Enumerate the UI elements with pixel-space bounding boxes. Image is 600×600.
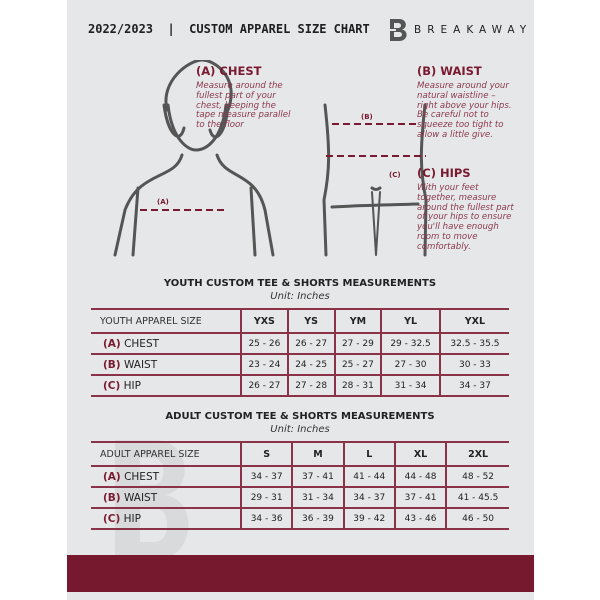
table-cell: 36 - 39 [291, 507, 344, 530]
youth-table-title: YOUTH CUSTOM TEE & SHORTS MEASUREMENTS [163, 278, 437, 289]
youth-size-table: YOUTH APPAREL SIZE YXS YS YM YL YXL (A) CHEST 2… [91, 308, 509, 397]
measurement-name: WAIST [123, 491, 158, 504]
measurement-letter: (B) [103, 358, 121, 371]
table-header-row: ADULT APPAREL SIZE S M L XL 2XL [91, 441, 509, 467]
table-cell: 27 - 29 [333, 332, 382, 355]
size-label: ADULT APPAREL SIZE [91, 441, 241, 467]
size-header: YXS [240, 308, 288, 334]
waist-description: Measure around your natural waistline – … [417, 81, 512, 140]
table-cell: 44 - 48 [393, 465, 447, 488]
brand-logo [384, 19, 407, 41]
adult-unit: Unit: Inches [270, 424, 330, 435]
table-row: (C) HIP 34 - 36 36 - 39 39 - 42 43 - 46 46 - … [91, 507, 509, 530]
table-cell: 31 - 34 [380, 374, 440, 397]
size-header: 2XL [445, 441, 509, 467]
table-cell: 46 - 50 [445, 507, 509, 530]
measurement-name: HIP [123, 512, 141, 525]
measurement-name: CHEST [124, 337, 160, 350]
table-cell: 48 - 52 [445, 465, 509, 488]
table-row: (C) HIP 26 - 27 27 - 28 28 - 31 31 - 34 34 - … [91, 374, 509, 397]
hips-description: With your feet together, measure around … [417, 183, 514, 252]
brand-name: BREAKAWAY [414, 24, 533, 36]
size-header: YL [380, 308, 440, 334]
table-cell: 41 - 44 [342, 465, 395, 488]
size-label: YOUTH APPAREL SIZE [91, 308, 241, 334]
table-cell: 31 - 34 [291, 486, 344, 509]
youth-unit: Unit: Inches [270, 291, 330, 302]
table-cell: 37 - 41 [291, 465, 344, 488]
size-header: S [239, 441, 293, 467]
table-cell: 43 - 46 [393, 507, 447, 530]
measurement-name: HIP [123, 379, 141, 392]
table-cell: 37 - 41 [393, 486, 447, 509]
adult-size-table: ADULT APPAREL SIZE S M L XL 2XL (A) CHEST 34 - … [91, 441, 509, 530]
measurement-letter: (C) [103, 512, 121, 525]
table-row: (B) WAIST 23 - 24 24 - 25 25 - 27 27 - 30 30 … [91, 353, 509, 376]
table-cell: 25 - 27 [333, 353, 382, 376]
table-cell: 27 - 30 [380, 353, 440, 376]
table-cell: 26 - 27 [286, 332, 335, 355]
table-cell: 24 - 25 [286, 353, 335, 376]
table-cell: 39 - 42 [342, 507, 395, 530]
size-header: YXL [438, 308, 509, 334]
waist-heading: (B) WAIST [417, 64, 482, 78]
measurement-label: (C) HIP [91, 374, 241, 397]
size-header: L [342, 441, 395, 467]
chest-marker: (A) [157, 198, 169, 206]
table-cell: 34 - 37 [239, 465, 293, 488]
size-header: M [291, 441, 344, 467]
measurement-label: (C) HIP [91, 507, 241, 530]
measurement-letter: (C) [103, 379, 121, 392]
table-cell: 30 - 33 [438, 353, 509, 376]
measurement-name: WAIST [123, 358, 158, 371]
hips-marker: (C) [389, 171, 401, 179]
measurement-label: (A) CHEST [91, 465, 241, 488]
table-cell: 26 - 27 [240, 374, 288, 397]
hips-heading: (C) HIPS [417, 166, 471, 180]
size-header: YS [286, 308, 335, 334]
size-header: YM [333, 308, 382, 334]
table-cell: 29 - 32.5 [380, 332, 440, 355]
footer-band [67, 555, 534, 592]
adult-table-title: ADULT CUSTOM TEE & SHORTS MEASUREMENTS [165, 411, 435, 422]
table-cell: 23 - 24 [240, 353, 288, 376]
measurement-letter: (B) [103, 491, 121, 504]
chest-description: Measure around the fullest part of your … [196, 81, 291, 131]
measurement-label: (B) WAIST [91, 486, 241, 509]
table-cell: 28 - 31 [333, 374, 382, 397]
table-cell: 25 - 26 [240, 332, 288, 355]
table-cell: 41 - 45.5 [445, 486, 509, 509]
waist-marker: (B) [361, 113, 373, 121]
table-cell: 34 - 37 [438, 374, 509, 397]
measurement-label: (B) WAIST [91, 353, 241, 376]
measurement-letter: (A) [103, 470, 121, 483]
table-row: (A) CHEST 34 - 37 37 - 41 41 - 44 44 - 48 48 … [91, 465, 509, 488]
size-header: XL [393, 441, 447, 467]
table-row: (B) WAIST 29 - 31 31 - 34 34 - 37 37 - 41 41 … [91, 486, 509, 509]
measurement-name: CHEST [124, 470, 160, 483]
table-header-row: YOUTH APPAREL SIZE YXS YS YM YL YXL [91, 308, 509, 334]
table-cell: 29 - 31 [239, 486, 293, 509]
table-row: (A) CHEST 25 - 26 26 - 27 27 - 29 29 - 32.5 3… [91, 332, 509, 355]
table-cell: 34 - 36 [239, 507, 293, 530]
measurement-letter: (A) [103, 337, 121, 350]
table-cell: 34 - 37 [342, 486, 395, 509]
table-cell: 27 - 28 [286, 374, 335, 397]
body-figures [113, 60, 428, 257]
page-title: 2022/2023 | CUSTOM APPAREL SIZE CHART [88, 22, 370, 36]
measurement-label: (A) CHEST [91, 332, 241, 355]
chest-heading: (A) CHEST [196, 64, 262, 78]
table-cell: 32.5 - 35.5 [438, 332, 509, 355]
